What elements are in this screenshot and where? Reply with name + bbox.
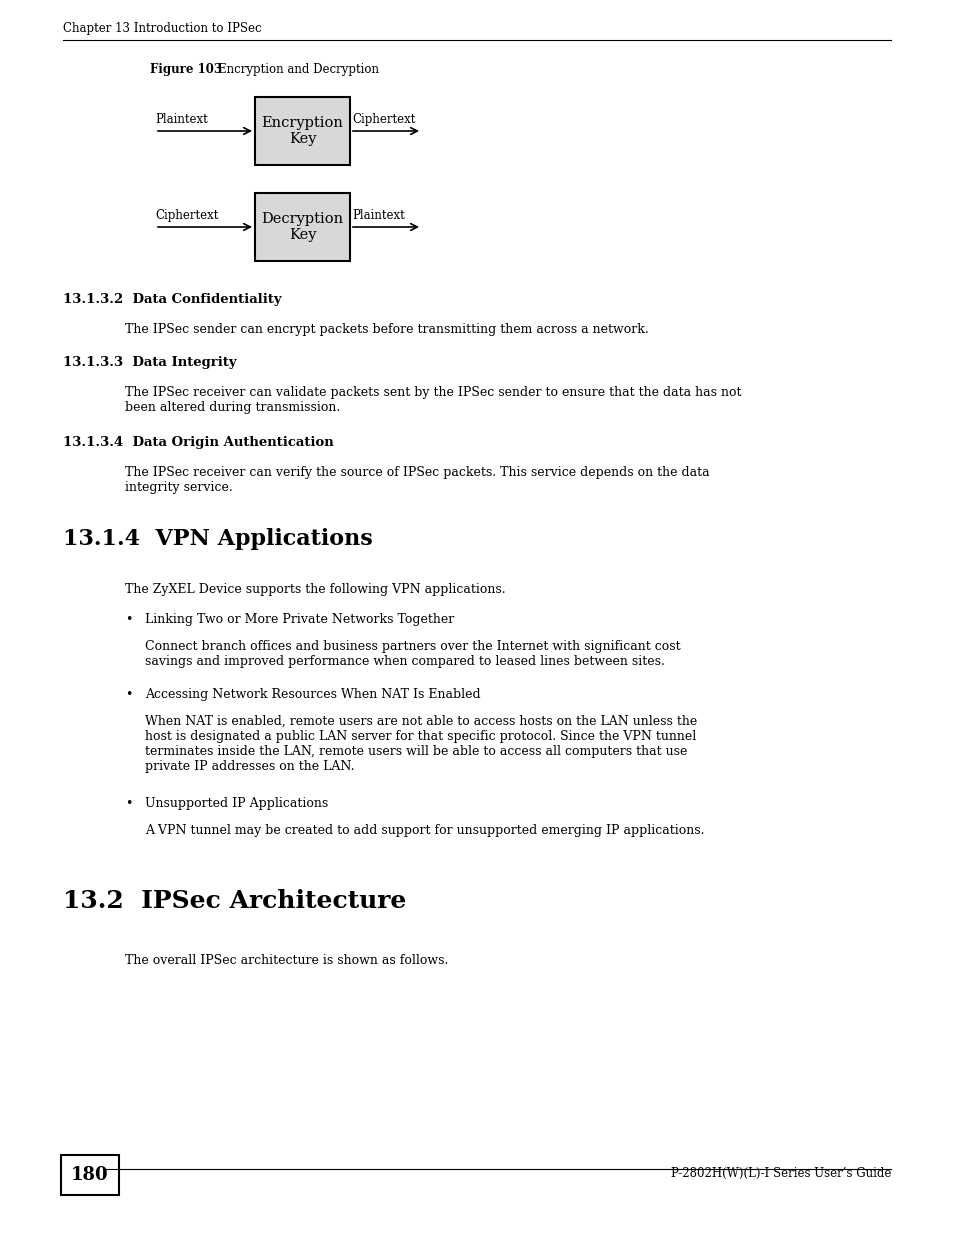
- Text: The overall IPSec architecture is shown as follows.: The overall IPSec architecture is shown …: [125, 953, 448, 967]
- Text: Chapter 13 Introduction to IPSec: Chapter 13 Introduction to IPSec: [63, 22, 261, 35]
- Text: 13.1.3.2  Data Confidentiality: 13.1.3.2 Data Confidentiality: [63, 293, 281, 306]
- Text: Unsupported IP Applications: Unsupported IP Applications: [145, 797, 328, 810]
- Text: 13.1.3.3  Data Integrity: 13.1.3.3 Data Integrity: [63, 356, 236, 369]
- Bar: [61, 1155, 119, 1195]
- Text: Linking Two or More Private Networks Together: Linking Two or More Private Networks Tog…: [145, 613, 454, 626]
- Text: 13.2  IPSec Architecture: 13.2 IPSec Architecture: [63, 889, 406, 913]
- Text: 13.1.3.4  Data Origin Authentication: 13.1.3.4 Data Origin Authentication: [63, 436, 334, 450]
- Text: Decryption
Key: Decryption Key: [261, 212, 343, 242]
- Text: Ciphertext: Ciphertext: [352, 112, 415, 126]
- Text: •: •: [125, 613, 132, 626]
- Text: Plaintext: Plaintext: [154, 112, 208, 126]
- Text: 180: 180: [71, 1166, 109, 1184]
- Text: A VPN tunnel may be created to add support for unsupported emerging IP applicati: A VPN tunnel may be created to add suppo…: [145, 824, 703, 837]
- Text: 13.1.4  VPN Applications: 13.1.4 VPN Applications: [63, 529, 373, 550]
- Text: •: •: [125, 688, 132, 701]
- Text: The IPSec sender can encrypt packets before transmitting them across a network.: The IPSec sender can encrypt packets bef…: [125, 324, 648, 336]
- Text: Connect branch offices and business partners over the Internet with significant : Connect branch offices and business part…: [145, 640, 679, 668]
- Text: Encryption
Key: Encryption Key: [261, 116, 343, 146]
- Text: The IPSec receiver can validate packets sent by the IPSec sender to ensure that : The IPSec receiver can validate packets …: [125, 387, 740, 414]
- Text: Accessing Network Resources When NAT Is Enabled: Accessing Network Resources When NAT Is …: [145, 688, 480, 701]
- Text: When NAT is enabled, remote users are not able to access hosts on the LAN unless: When NAT is enabled, remote users are no…: [145, 715, 697, 773]
- Text: The ZyXEL Device supports the following VPN applications.: The ZyXEL Device supports the following …: [125, 583, 505, 597]
- Text: Plaintext: Plaintext: [352, 209, 404, 222]
- Text: Ciphertext: Ciphertext: [154, 209, 218, 222]
- Text: •: •: [125, 797, 132, 810]
- Text: Encryption and Decryption: Encryption and Decryption: [218, 63, 378, 77]
- Text: The IPSec receiver can verify the source of IPSec packets. This service depends : The IPSec receiver can verify the source…: [125, 466, 709, 494]
- Bar: [254, 98, 350, 165]
- Text: Figure 103: Figure 103: [150, 63, 222, 77]
- Bar: [254, 193, 350, 261]
- Text: P-2802H(W)(L)-I Series User’s Guide: P-2802H(W)(L)-I Series User’s Guide: [670, 1167, 890, 1179]
